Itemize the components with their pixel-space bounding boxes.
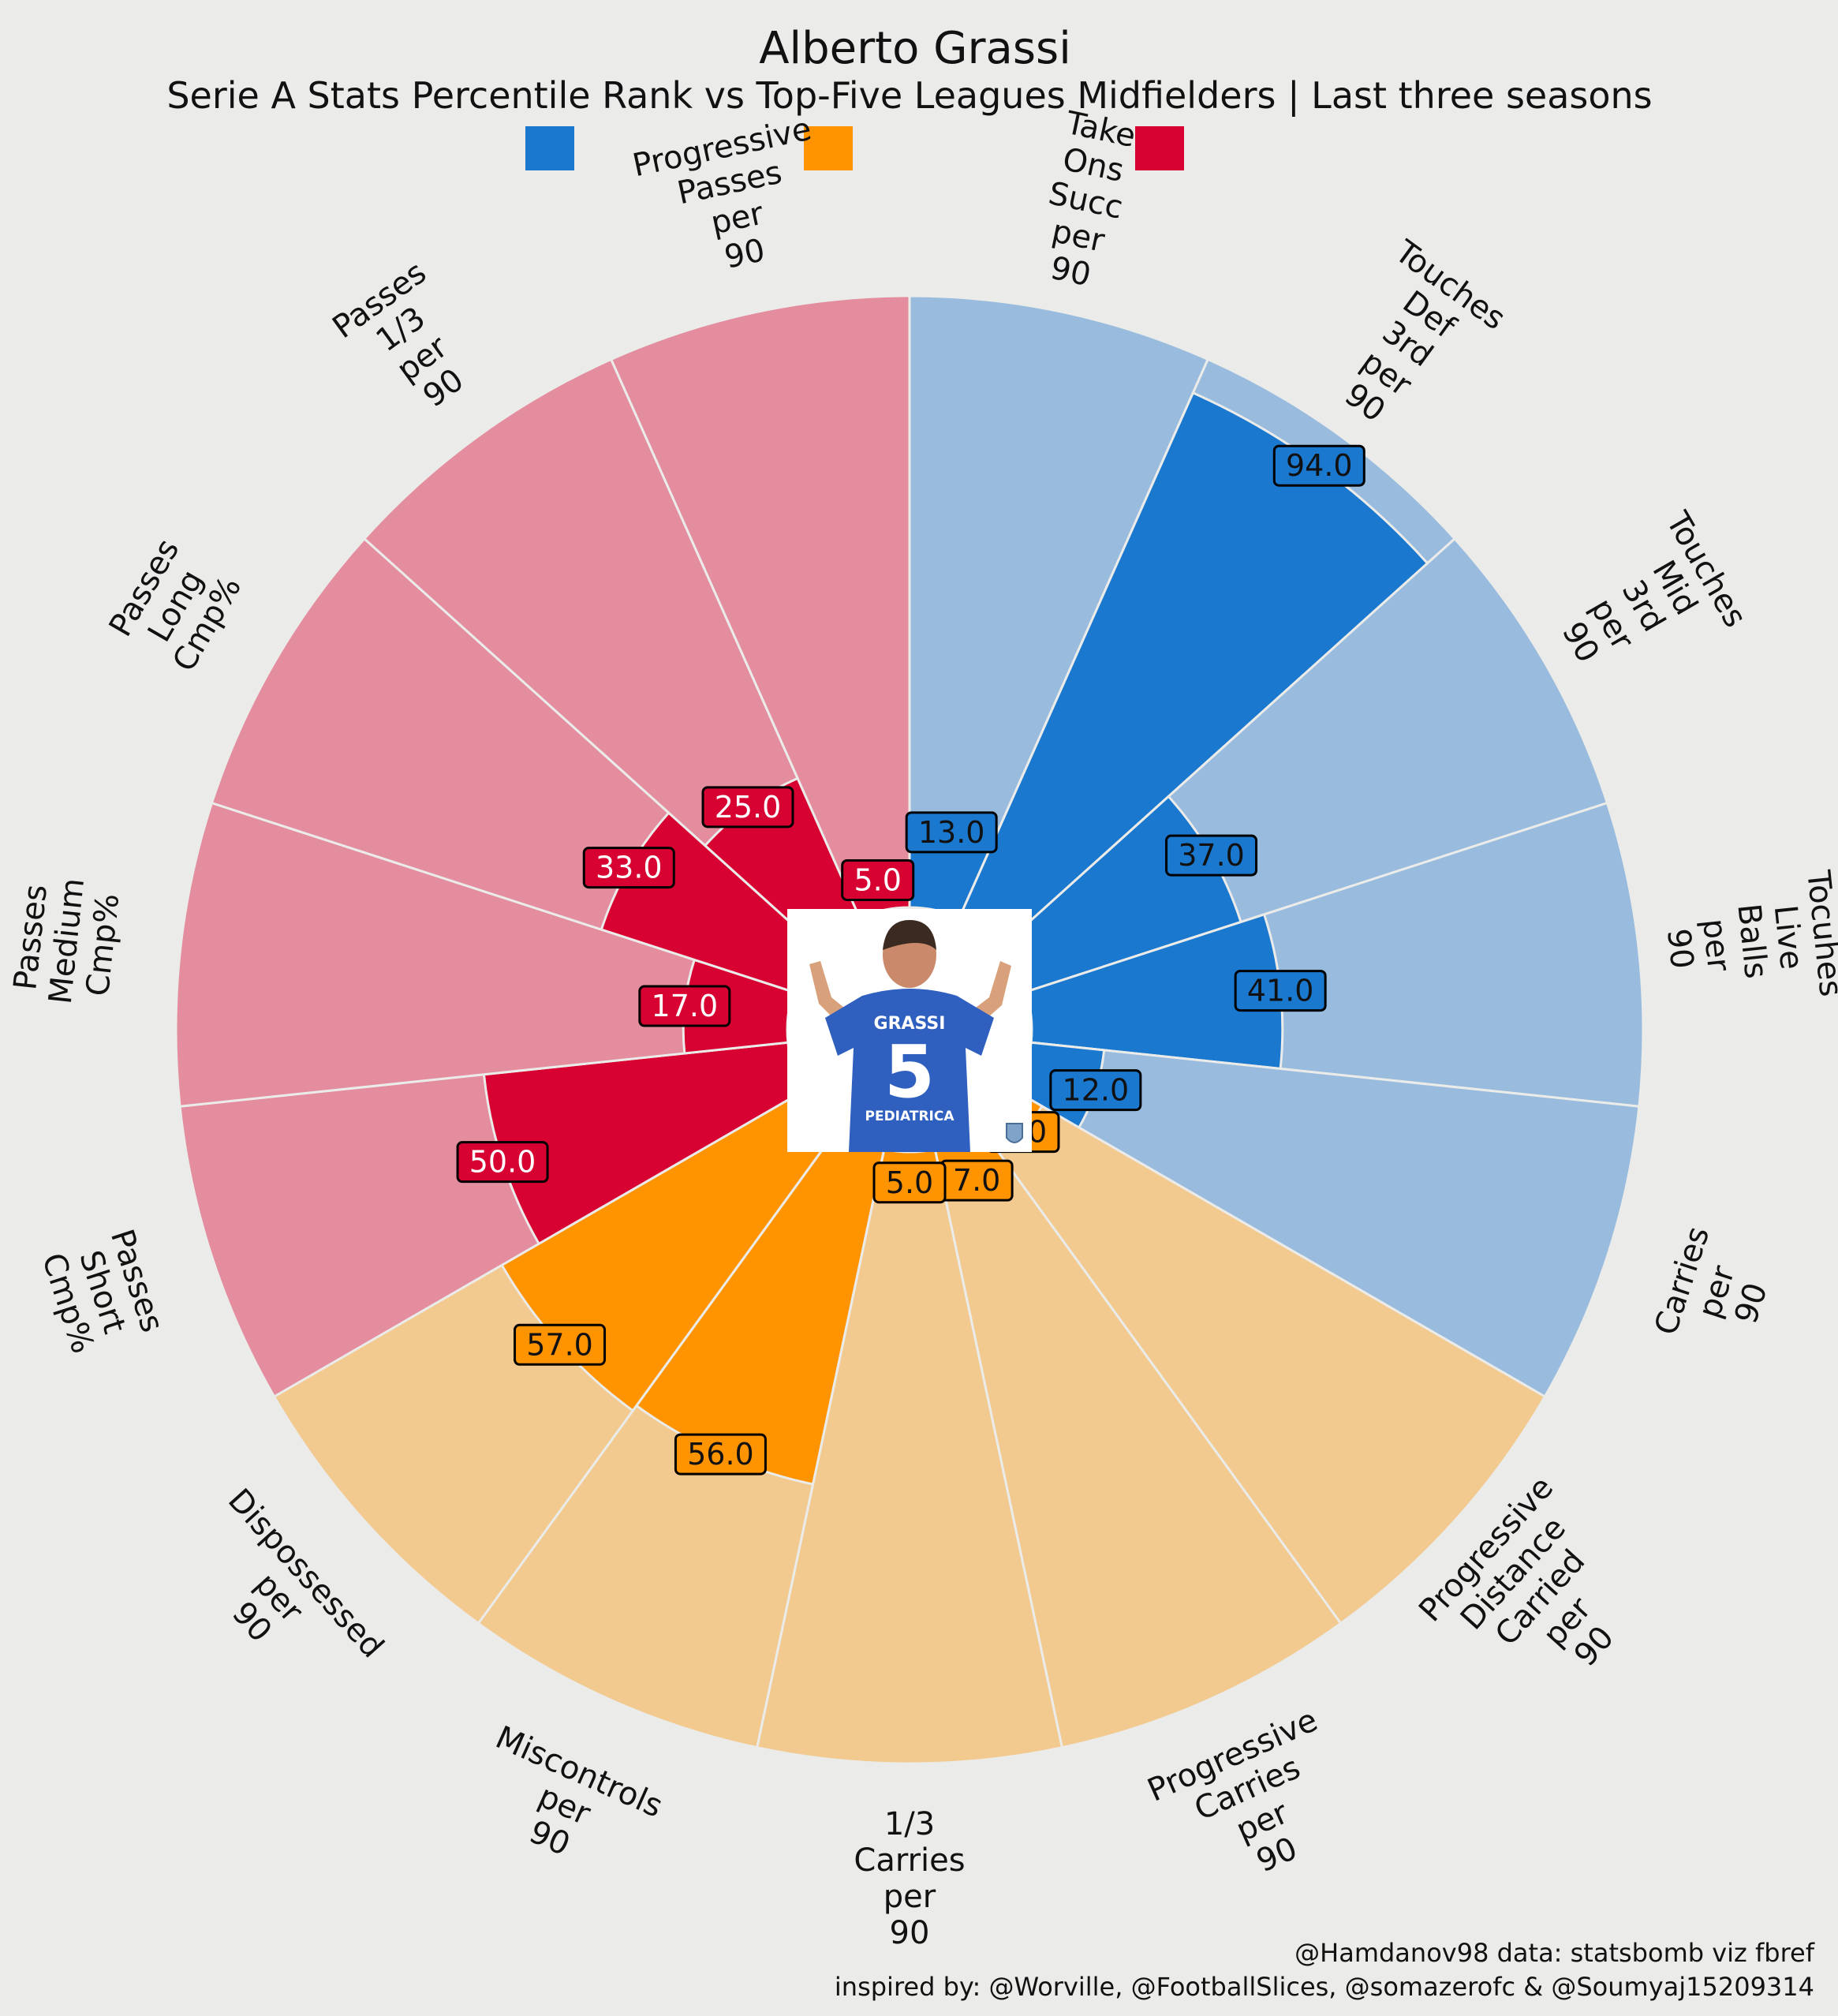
value-label-passes-1-3-per-90: 25.0 (701, 786, 794, 828)
legend (525, 126, 1184, 170)
value-box (841, 858, 915, 901)
category-label-dispossessed-per-90: Dispossessedper90 (167, 1482, 391, 1713)
value-label-passes-medium-cmp: 17.0 (638, 985, 731, 1027)
category-label-passes-medium-cmp: PassesMediumCmp% (6, 873, 128, 1010)
value-text: 57.0 (526, 1327, 593, 1362)
value-text: 25.0 (715, 790, 782, 825)
credit-line-1: @Hamdanov98 data: statsbomb viz fbref (1294, 1938, 1815, 1968)
value-text: 37.0 (1178, 838, 1245, 873)
player-photo: GRASSI 5 PEDIATRICA (787, 909, 1032, 1152)
value-label-progressive-passes-per-90: 5.0 (841, 858, 915, 901)
value-text: 33.0 (596, 851, 663, 885)
category-label-passes-short-cmp: PassesShortCmp% (34, 1225, 170, 1359)
value-box (1272, 444, 1365, 487)
club-crest-icon (1006, 1123, 1023, 1143)
credit-line-2: inspired by: @Worville, @FootballSlices,… (835, 1972, 1814, 2002)
value-text: 7.0 (953, 1163, 1000, 1198)
value-box (514, 1323, 607, 1366)
value-label-passes-long-cmp: 33.0 (582, 847, 675, 889)
chart-title: Alberto Grassi (759, 23, 1071, 74)
category-label-tocuhes-live-balls-per-90: TocuhesLiveBallsper90 (1655, 868, 1838, 1013)
value-label-dispossessed-per-90: 57.0 (514, 1323, 607, 1366)
value-box (905, 811, 998, 854)
value-box (1234, 970, 1327, 1012)
category-label-carries-per-90: Carriesper90 (1648, 1222, 1786, 1362)
value-box (1165, 834, 1258, 877)
value-text: 41.0 (1247, 974, 1314, 1008)
value-text: 13.0 (918, 815, 985, 850)
legend-swatch-carrying (804, 126, 853, 170)
value-labels: 13.0 94.0 37.0 41.0 12.0 5.0 7.0 5.0 56.0 57.0 50.… (456, 444, 1365, 1476)
value-label-touches-def-3rd-per-90: 94.0 (1272, 444, 1365, 487)
value-box (872, 1161, 947, 1204)
category-label-touches-mid-3rd-per-90: TouchesMid3rdper90 (1533, 505, 1754, 706)
value-box (674, 1433, 767, 1476)
value-label-touches-mid-3rd-per-90: 37.0 (1165, 834, 1258, 877)
value-label-1-3-carries-per-90: 5.0 (872, 1161, 947, 1204)
category-label-miscontrols-per-90: Miscontrolsper90 (461, 1719, 668, 1891)
value-text: 17.0 (652, 989, 719, 1023)
value-box (456, 1141, 549, 1184)
jersey-number: 5 (884, 1030, 935, 1114)
value-box (1049, 1069, 1142, 1112)
category-label-touches-def-3rd-per-90: TouchesDef3rdper90 (1302, 233, 1512, 454)
value-text: 56.0 (687, 1437, 754, 1472)
value-box (582, 847, 675, 889)
category-label-progressive-carries-per-90: ProgressiveCarriesper90 (1142, 1702, 1367, 1909)
legend-swatch-possession (525, 126, 574, 170)
value-text: 5.0 (854, 862, 901, 897)
player-jersey (825, 989, 994, 1152)
jersey-sponsor: PEDIATRICA (865, 1109, 955, 1124)
value-box (638, 985, 731, 1027)
value-label-carries-per-90: 12.0 (1049, 1069, 1142, 1112)
category-label-passes-long-cmp: PassesLongCmp% (103, 533, 249, 679)
value-text: 5.0 (886, 1165, 933, 1200)
jersey-name: GRASSI (874, 1014, 946, 1034)
legend-swatch-passing (1135, 126, 1184, 170)
value-text: 94.0 (1286, 448, 1353, 483)
player-hair (883, 920, 936, 950)
value-label-progressive-carries-per-90: 7.0 (940, 1159, 1014, 1202)
value-text: 12.0 (1063, 1073, 1130, 1108)
category-label-progressive-passes-per-90: ProgressivePassesper90 (629, 111, 837, 291)
value-text: 50.0 (469, 1145, 536, 1180)
value-box (701, 786, 794, 828)
value-label-tocuhes-live-balls-per-90: 41.0 (1234, 970, 1327, 1012)
chart-subtitle: Serie A Stats Percentile Rank vs Top-Fiv… (166, 74, 1652, 118)
category-label-1-3-carries-per-90: 1/3 Carries per 90 (854, 1806, 965, 1951)
value-label-passes-short-cmp: 50.0 (456, 1141, 549, 1184)
value-label-miscontrols-per-90: 56.0 (674, 1433, 767, 1476)
category-label-take-ons-succ-per-90: TakeOnsSuccper90 (1030, 104, 1141, 297)
value-label-take-ons-succ-per-90: 13.0 (905, 811, 998, 854)
category-label-passes-1-3-per-90: Passes1/3per90 (326, 254, 497, 434)
